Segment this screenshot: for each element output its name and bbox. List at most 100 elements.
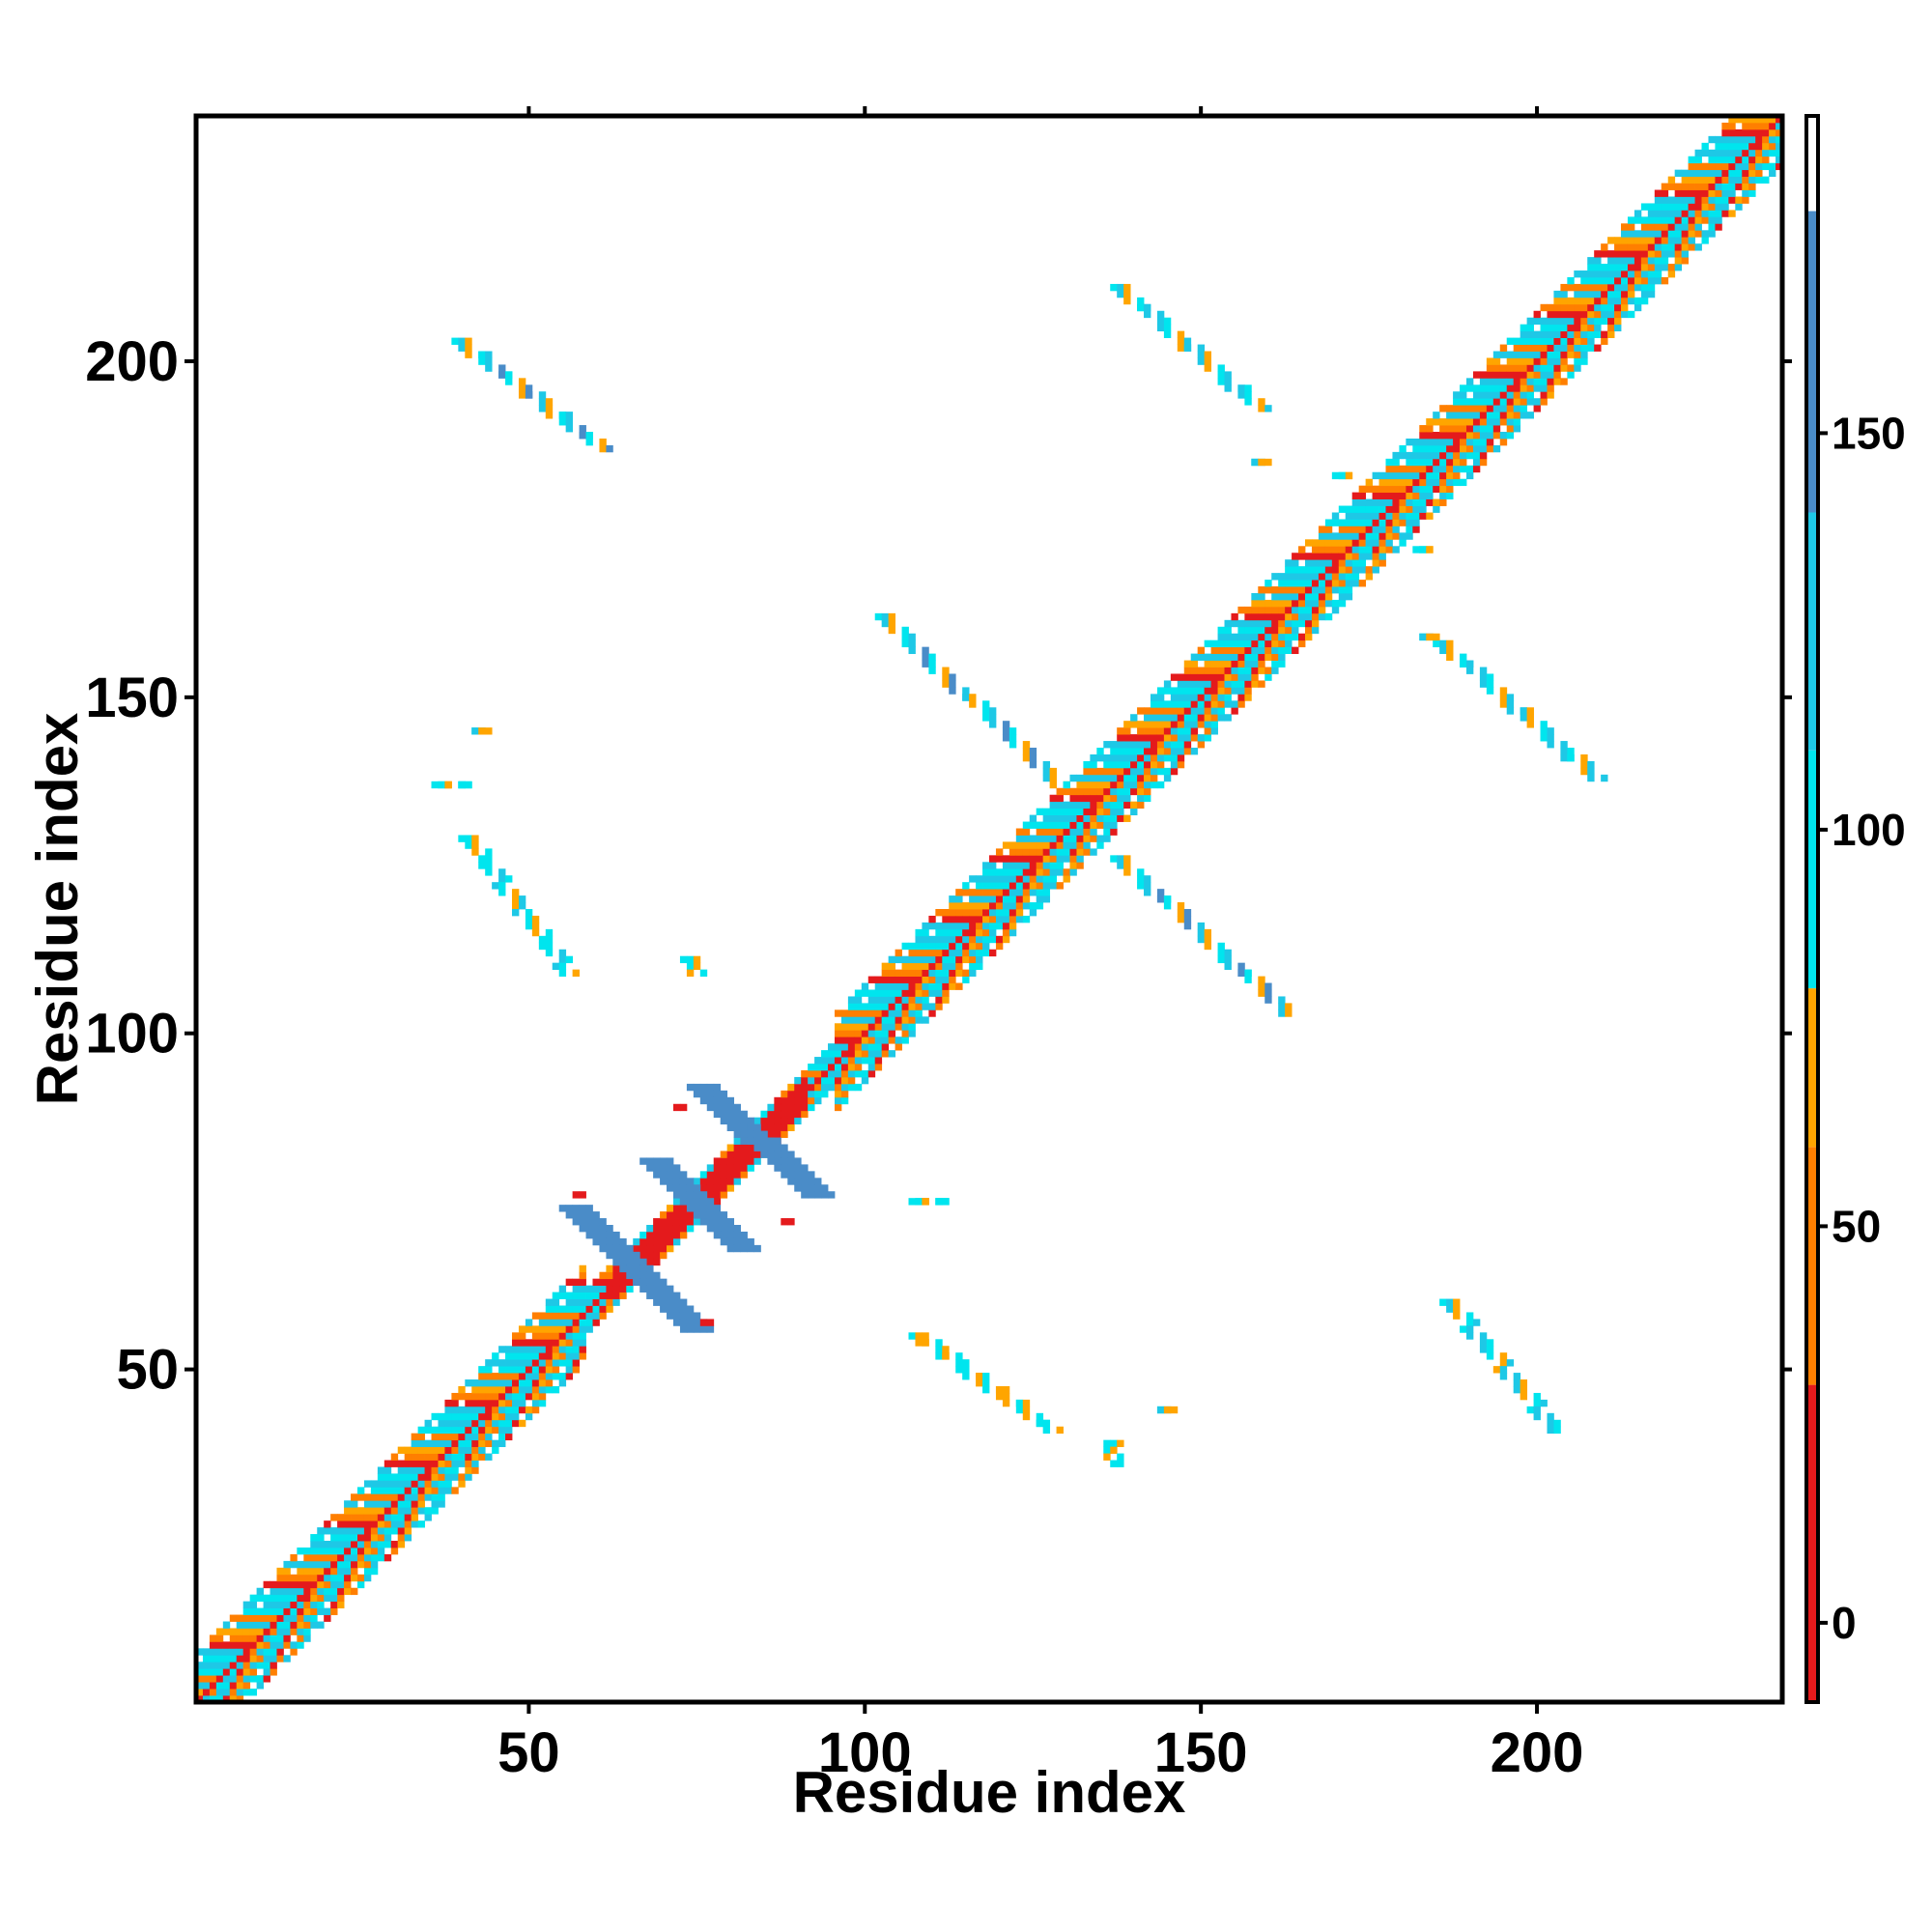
wing-cell — [646, 1285, 654, 1293]
diagonal-cell — [1177, 687, 1185, 695]
diagonal-cell — [1069, 787, 1077, 796]
diagonal-cell — [1042, 895, 1051, 903]
diagonal-cell — [720, 1178, 728, 1185]
diagonal-cell — [1640, 264, 1649, 271]
diagonal-cell — [787, 1096, 795, 1105]
diagonal-cell — [1345, 532, 1353, 540]
diagonal-cell — [1292, 599, 1299, 608]
contact-cell — [1002, 734, 1010, 742]
diagonal-cell — [828, 1057, 836, 1065]
diagonal-cell — [1163, 700, 1172, 708]
diagonal-cell — [1560, 337, 1568, 345]
diagonal-cell — [1439, 438, 1447, 446]
diagonal-cell — [928, 949, 936, 957]
contact-cell — [1560, 748, 1568, 755]
wing-cell — [740, 1231, 748, 1239]
contact-cell — [922, 653, 929, 661]
contact-cell — [485, 848, 493, 856]
wing-cell — [733, 1237, 741, 1246]
diagonal-cell — [538, 1312, 547, 1320]
diagonal-cell — [1439, 492, 1447, 499]
diagonal-cell — [444, 1480, 452, 1488]
diagonal-cell — [263, 1594, 270, 1603]
contact-cell — [942, 673, 950, 681]
wing-cell — [801, 1164, 809, 1172]
diagonal-cell — [1499, 432, 1508, 440]
diagonal-cell — [209, 1641, 217, 1649]
diagonal-cell — [726, 1171, 735, 1179]
diagonal-cell — [706, 1184, 715, 1192]
diagonal-cell — [1446, 492, 1454, 499]
diagonal-cell — [1453, 418, 1461, 426]
diagonal-cell — [982, 882, 990, 890]
diagonal-cell — [1285, 619, 1293, 628]
diagonal-cell — [390, 1520, 399, 1528]
diagonal-cell — [1385, 526, 1393, 533]
diagonal-cell — [505, 1352, 513, 1360]
diagonal-cell — [444, 1473, 452, 1481]
diagonal-cell — [1446, 451, 1454, 460]
diagonal-cell — [1721, 176, 1729, 184]
contact-cell — [686, 969, 695, 977]
diagonal-cell — [370, 1527, 379, 1535]
diagonal-cell — [1647, 283, 1656, 292]
contact-cell — [465, 781, 472, 789]
diagonal-cell — [1721, 162, 1729, 171]
diagonal-cell — [1137, 781, 1145, 789]
diagonal-cell — [1742, 116, 1749, 124]
diagonal-cell — [1170, 721, 1179, 728]
diagonal-cell — [881, 1030, 890, 1037]
diagonal-cell — [1553, 344, 1561, 352]
diagonal-cell — [874, 1030, 883, 1037]
diagonal-cell — [222, 1682, 231, 1690]
diagonal-cell — [1311, 546, 1320, 554]
diagonal-cell — [1002, 882, 1010, 890]
diagonal-cell — [1217, 653, 1225, 661]
diagonal-cell — [1305, 619, 1313, 628]
diagonal-cell — [236, 1682, 244, 1690]
diagonal-cell — [518, 1379, 526, 1387]
diagonal-cell — [1419, 492, 1427, 499]
diagonal-cell — [1634, 264, 1642, 271]
diagonal-cell — [1385, 465, 1393, 473]
contact-cell — [888, 619, 895, 628]
diagonal-cell — [1547, 364, 1554, 372]
contact-cell — [558, 418, 567, 426]
diagonal-cell — [1472, 432, 1481, 440]
red-spot-cell — [706, 1319, 715, 1326]
diagonal-cell — [310, 1614, 318, 1622]
diagonal-cell — [1244, 646, 1252, 655]
diagonal-cell — [344, 1567, 352, 1576]
diagonal-cell — [1594, 257, 1602, 265]
diagonal-cell — [874, 1016, 883, 1024]
diagonal-cell — [498, 1406, 506, 1414]
diagonal-cell — [370, 1547, 379, 1555]
diagonal-cell — [1231, 639, 1238, 648]
diagonal-cell — [1499, 351, 1508, 358]
diagonal-cell — [1540, 384, 1548, 392]
diagonal-cell — [377, 1534, 385, 1542]
diagonal-cell — [1103, 801, 1111, 810]
diagonal-cell — [733, 1164, 741, 1172]
diagonal-cell — [1728, 135, 1736, 144]
diagonal-cell — [1292, 633, 1299, 641]
diagonal-cell — [458, 1480, 466, 1488]
wing-cell — [585, 1211, 593, 1219]
diagonal-cell — [1567, 344, 1575, 352]
diagonal-cell — [969, 928, 977, 937]
diagonal-cell — [215, 1689, 224, 1696]
diagonal-cell — [1015, 875, 1024, 883]
diagonal-cell — [1614, 264, 1622, 271]
diagonal-cell — [1742, 142, 1749, 151]
wing-cell — [672, 1298, 681, 1306]
diagonal-cell — [1378, 471, 1386, 480]
diagonal-cell — [344, 1547, 352, 1555]
diagonal-cell — [351, 1567, 358, 1576]
diagonal-cell — [310, 1567, 318, 1576]
diagonal-cell — [324, 1527, 331, 1535]
diagonal-cell — [229, 1648, 238, 1656]
diagonal-cell — [478, 1453, 486, 1461]
diagonal-cell — [518, 1406, 526, 1414]
diagonal-cell — [834, 1096, 842, 1105]
diagonal-cell — [1412, 478, 1420, 487]
